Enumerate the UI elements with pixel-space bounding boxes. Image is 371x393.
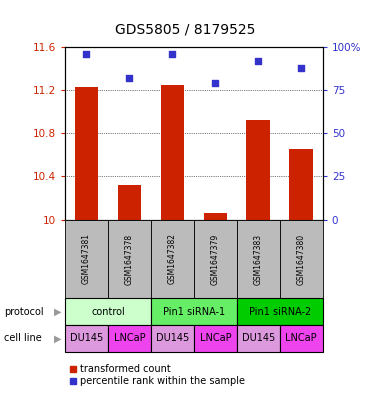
Bar xyxy=(151,298,237,325)
Bar xyxy=(194,220,237,298)
Text: ▶: ▶ xyxy=(54,333,61,343)
Bar xyxy=(65,298,151,325)
Point xyxy=(212,80,218,86)
Bar xyxy=(289,149,313,220)
Text: DU145: DU145 xyxy=(242,333,275,343)
Text: GSM1647383: GSM1647383 xyxy=(254,233,263,285)
Point xyxy=(298,64,304,71)
Bar xyxy=(65,325,108,352)
Text: GSM1647379: GSM1647379 xyxy=(211,233,220,285)
Text: GSM1647380: GSM1647380 xyxy=(297,233,306,285)
Bar xyxy=(65,220,108,298)
Bar xyxy=(237,298,323,325)
Legend: transformed count, percentile rank within the sample: transformed count, percentile rank withi… xyxy=(70,364,244,386)
Point xyxy=(83,51,89,57)
Text: ▶: ▶ xyxy=(54,307,61,317)
Text: cell line: cell line xyxy=(4,333,42,343)
Text: GSM1647381: GSM1647381 xyxy=(82,233,91,285)
Text: GDS5805 / 8179525: GDS5805 / 8179525 xyxy=(115,23,256,37)
Bar xyxy=(108,220,151,298)
Bar xyxy=(280,325,323,352)
Bar xyxy=(237,325,280,352)
Text: GSM1647382: GSM1647382 xyxy=(168,233,177,285)
Bar xyxy=(194,325,237,352)
Bar xyxy=(237,220,280,298)
Text: DU145: DU145 xyxy=(156,333,189,343)
Bar xyxy=(204,213,227,220)
Point xyxy=(170,51,175,57)
Bar xyxy=(280,220,323,298)
Bar xyxy=(161,84,184,220)
Text: LNCaP: LNCaP xyxy=(114,333,145,343)
Bar xyxy=(118,185,141,220)
Point xyxy=(127,75,132,81)
Text: control: control xyxy=(91,307,125,317)
Text: Pin1 siRNA-2: Pin1 siRNA-2 xyxy=(249,307,311,317)
Text: LNCaP: LNCaP xyxy=(200,333,231,343)
Text: GSM1647378: GSM1647378 xyxy=(125,233,134,285)
Bar xyxy=(151,220,194,298)
Bar xyxy=(108,325,151,352)
Text: DU145: DU145 xyxy=(70,333,103,343)
Text: LNCaP: LNCaP xyxy=(285,333,317,343)
Point xyxy=(255,57,261,64)
Text: Pin1 siRNA-1: Pin1 siRNA-1 xyxy=(163,307,225,317)
Bar xyxy=(75,87,98,220)
Bar xyxy=(246,120,270,220)
Text: protocol: protocol xyxy=(4,307,43,317)
Bar xyxy=(151,325,194,352)
